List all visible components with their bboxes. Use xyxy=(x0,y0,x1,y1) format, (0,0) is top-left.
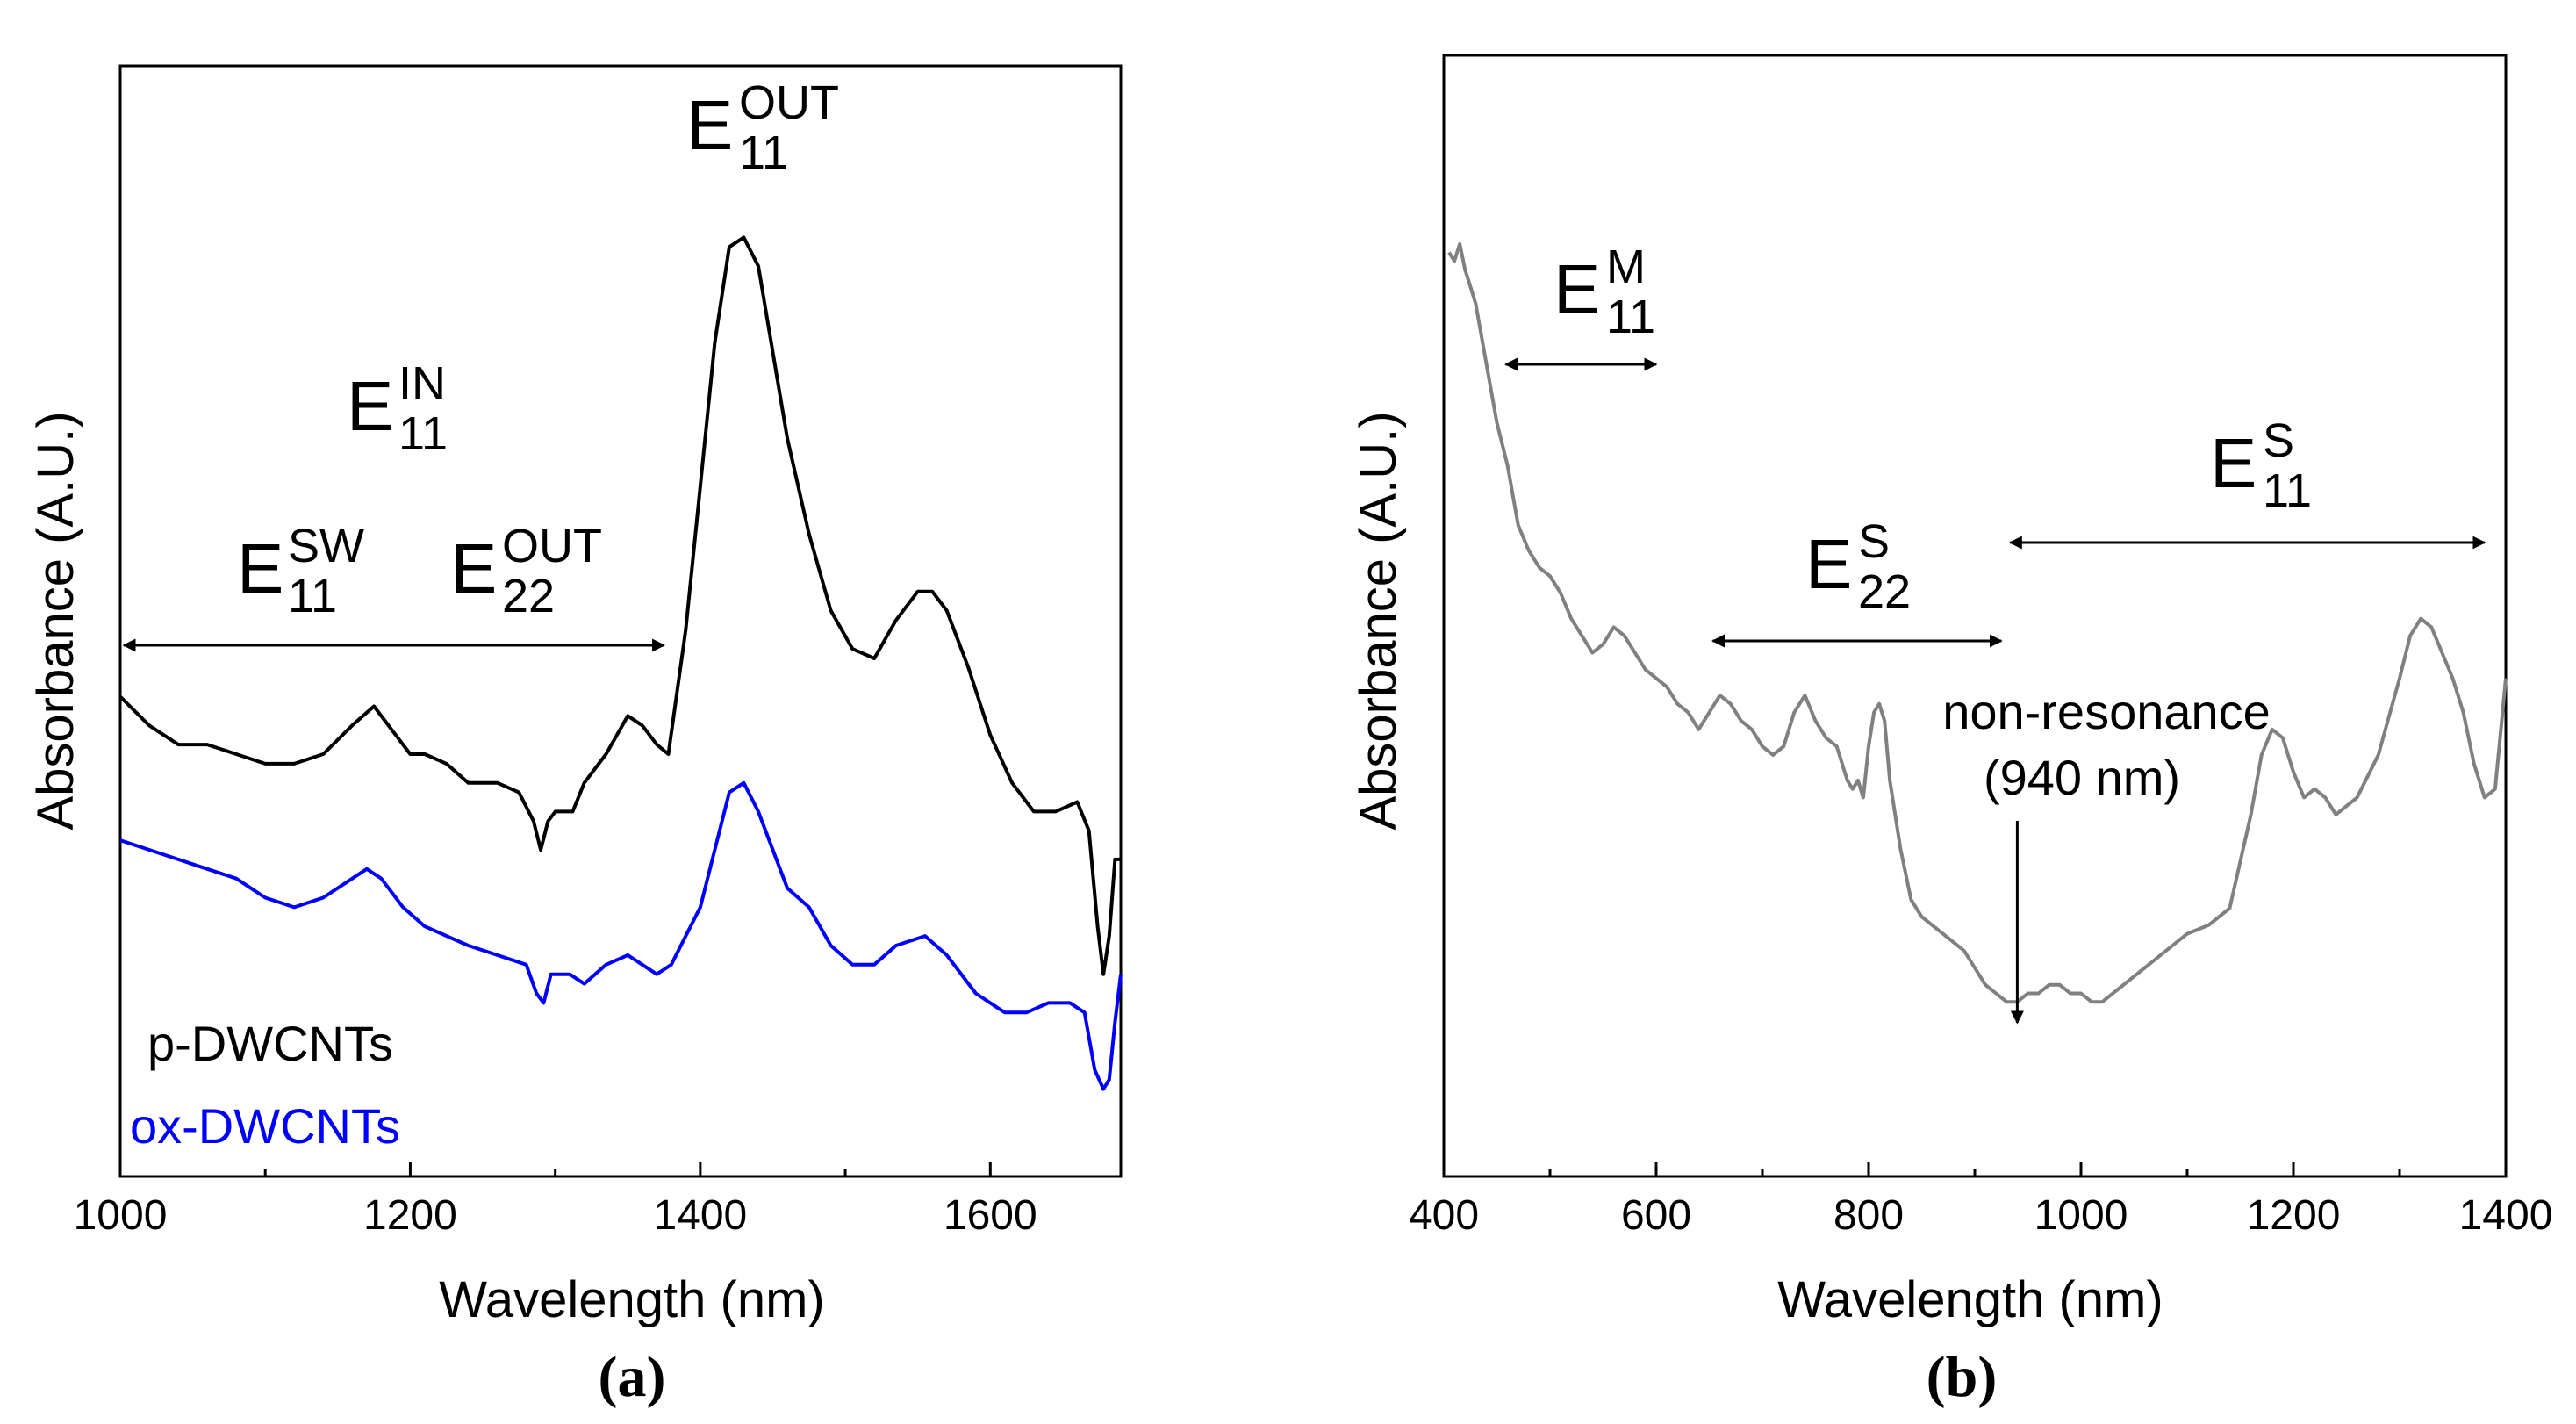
svg-text:E: E xyxy=(237,529,283,608)
svg-text:OUT: OUT xyxy=(502,520,602,572)
x-tick-label: 1400 xyxy=(653,1192,747,1239)
panel-a-y-axis-label: Absorbance (A.U.) xyxy=(27,411,84,830)
panel-b: 400 600 800 1000 1200 1400 Absorbance (A.U.) … xyxy=(1350,54,2552,1409)
panel-b-arrows xyxy=(1504,357,2486,648)
legend-p-dwcnts: p-DWCNTs xyxy=(147,1016,393,1071)
panel-a-x-ticks: 1000 1200 1400 1600 xyxy=(74,1162,1037,1239)
svg-text:IN: IN xyxy=(398,357,446,410)
panel-a-x-axis-label: Wavelength (nm) xyxy=(439,1271,824,1328)
x-tick-label: 1600 xyxy=(944,1192,1037,1239)
svg-text:11: 11 xyxy=(398,407,448,460)
svg-text:E: E xyxy=(347,367,393,445)
panel-a: 1000 1200 1400 1600 Absorbance (A.U.) Wavel… xyxy=(27,64,1123,1409)
annotation-e22-s: E S 22 xyxy=(1805,515,1911,618)
annotation-e11-s: E S 11 xyxy=(2210,414,2312,517)
panel-b-label: (b) xyxy=(1927,1345,1998,1409)
svg-text:M: M xyxy=(1606,241,1646,293)
panel-b-x-axis-label: Wavelength (nm) xyxy=(1777,1271,2163,1328)
panel-b-x-ticks: 400 600 800 1000 1200 1400 xyxy=(1409,1162,2552,1239)
svg-text:S: S xyxy=(1858,515,1890,568)
x-tick-label: 800 xyxy=(1833,1192,1904,1239)
annotation-e11-m: E M 11 xyxy=(1553,241,1655,343)
svg-text:E: E xyxy=(450,529,497,608)
svg-text:S: S xyxy=(2263,414,2294,467)
callout-940nm: (940 nm) xyxy=(1984,750,2180,805)
svg-text:E: E xyxy=(686,86,733,164)
x-tick-label: 1200 xyxy=(2247,1192,2341,1239)
svg-text:22: 22 xyxy=(502,570,555,622)
svg-text:11: 11 xyxy=(739,126,788,179)
panel-a-series xyxy=(118,235,1123,1091)
annotation-e22-out: E OUT 22 xyxy=(450,520,602,622)
svg-text:OUT: OUT xyxy=(739,76,839,129)
panel-b-y-axis-label: Absorbance (A.U.) xyxy=(1350,411,1407,830)
x-tick-label: 1400 xyxy=(2459,1192,2553,1239)
svg-text:SW: SW xyxy=(288,520,364,572)
series-line-p-dwcnts xyxy=(118,235,1121,976)
x-tick-label: 1000 xyxy=(74,1192,168,1239)
svg-text:11: 11 xyxy=(2263,464,2312,517)
svg-text:E: E xyxy=(2210,424,2257,502)
svg-text:E: E xyxy=(1553,250,1600,328)
legend-ox-dwcnts: ox-DWCNTs xyxy=(130,1098,400,1154)
annotation-e11-sw: E SW 11 xyxy=(237,520,364,622)
svg-text:11: 11 xyxy=(1606,291,1655,343)
series-line-ox-dwcnts xyxy=(119,780,1123,1091)
x-tick-label: 600 xyxy=(1621,1192,1691,1239)
x-tick-label: 400 xyxy=(1409,1192,1479,1239)
x-tick-label: 1200 xyxy=(363,1192,457,1239)
x-tick-label: 1000 xyxy=(2034,1192,2128,1239)
svg-text:E: E xyxy=(1805,525,1852,603)
panel-b-series xyxy=(1447,241,2508,1004)
series-line-dwcnts xyxy=(1447,241,2508,1004)
svg-text:11: 11 xyxy=(288,570,337,622)
annotation-e11-in: E IN 11 xyxy=(347,357,448,460)
panel-a-plot-area xyxy=(118,64,1123,1178)
panel-b-plot-area xyxy=(1442,54,2508,1178)
svg-text:22: 22 xyxy=(1858,565,1911,618)
panel-a-label: (a) xyxy=(599,1345,666,1409)
annotation-e11-out: E OUT 11 xyxy=(686,76,839,179)
callout-non-resonance: non-resonance xyxy=(1942,684,2271,739)
